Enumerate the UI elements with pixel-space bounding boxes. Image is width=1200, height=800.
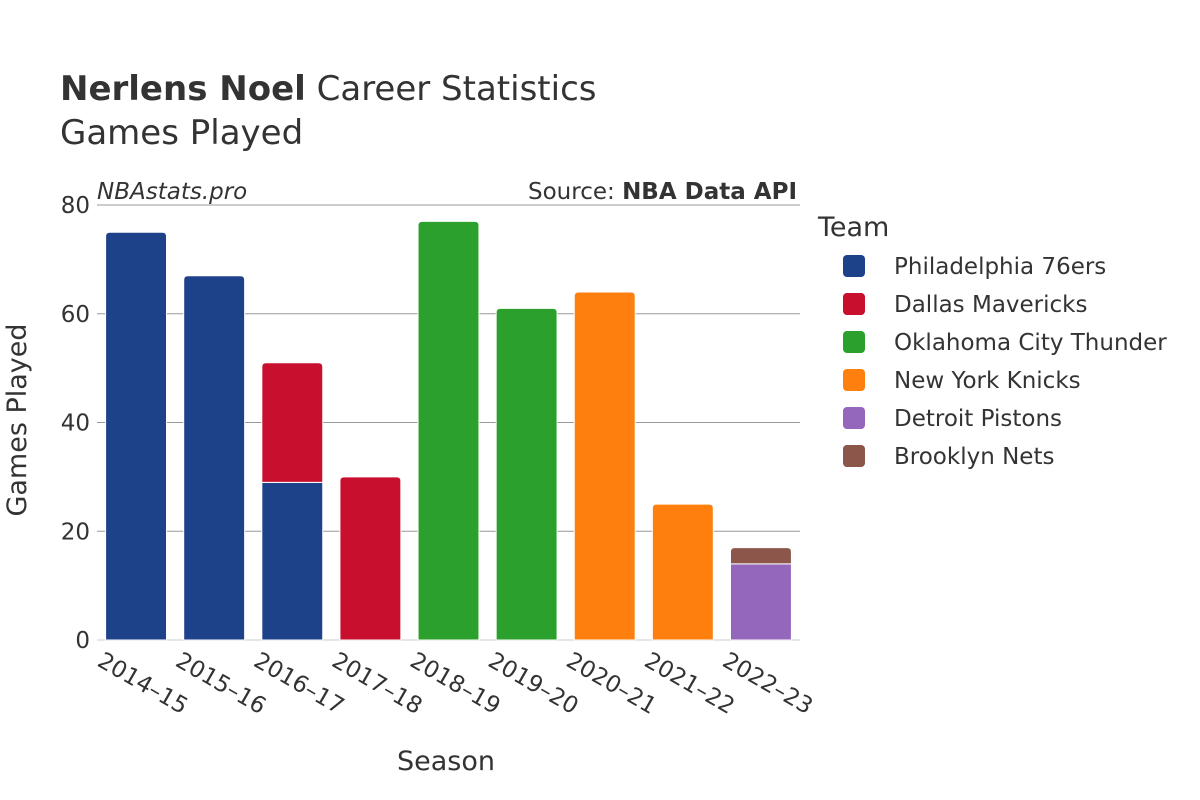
legend-swatch bbox=[843, 369, 865, 391]
legend-title: Team bbox=[817, 212, 889, 243]
y-tick-label: 80 bbox=[61, 193, 90, 219]
legend-item[interactable]: Philadelphia 76ers bbox=[843, 254, 1106, 280]
legend-swatch bbox=[843, 255, 865, 277]
legend-swatch bbox=[843, 331, 865, 353]
legend-item[interactable]: Brooklyn Nets bbox=[843, 444, 1054, 470]
source-text: Source: NBA Data API bbox=[528, 179, 797, 205]
legend-label: New York Knicks bbox=[894, 368, 1081, 394]
legend-item[interactable]: Dallas Mavericks bbox=[843, 292, 1087, 318]
legend-label: Philadelphia 76ers bbox=[894, 254, 1106, 280]
bars-group bbox=[105, 220, 792, 641]
bar-2019–20-oklahoma-city-thunder[interactable] bbox=[495, 307, 558, 641]
legend[interactable]: Philadelphia 76ers Dallas Mavericks Oklaho… bbox=[843, 254, 1167, 470]
chart-subtitle: Games Played bbox=[60, 113, 303, 153]
legend-label: Detroit Pistons bbox=[894, 406, 1062, 432]
chart-title: Nerlens Noel Career Statistics bbox=[60, 69, 596, 109]
y-axis-title: Games Played bbox=[2, 323, 33, 516]
bar-2015–16-philadelphia-76ers[interactable] bbox=[183, 275, 246, 641]
legend-label: Brooklyn Nets bbox=[894, 444, 1054, 470]
legend-label: Dallas Mavericks bbox=[894, 292, 1087, 318]
bar-2014–15-philadelphia-76ers[interactable] bbox=[105, 231, 168, 641]
bar-2016–17-dallas-mavericks[interactable] bbox=[261, 362, 324, 483]
bar-2017–18-dallas-mavericks[interactable] bbox=[339, 476, 402, 641]
x-axis-title: Season bbox=[397, 746, 495, 777]
source-name: NBA Data API bbox=[622, 179, 797, 205]
legend-swatch bbox=[843, 293, 865, 315]
legend-item[interactable]: New York Knicks bbox=[843, 368, 1081, 394]
x-axis-ticks: 2014–152015–162016–172017–182018–192019–… bbox=[93, 648, 817, 720]
legend-swatch bbox=[843, 445, 865, 467]
legend-item[interactable]: Oklahoma City Thunder bbox=[843, 330, 1167, 356]
legend-label: Oklahoma City Thunder bbox=[894, 330, 1167, 356]
y-tick-label: 20 bbox=[61, 519, 90, 545]
y-tick-label: 60 bbox=[61, 302, 90, 328]
bar-2022–23-detroit-pistons[interactable] bbox=[729, 563, 792, 641]
bar-2020–21-new-york-knicks[interactable] bbox=[573, 291, 636, 641]
source-prefix: Source: bbox=[528, 179, 622, 205]
legend-swatch bbox=[843, 407, 865, 429]
bar-2021–22-new-york-knicks[interactable] bbox=[651, 503, 714, 641]
chart-title-player: Nerlens Noel bbox=[60, 69, 306, 109]
bar-2016–17-philadelphia-76ers[interactable] bbox=[261, 481, 324, 641]
y-tick-label: 0 bbox=[75, 628, 90, 654]
chart-title-rest: Career Statistics bbox=[306, 69, 597, 109]
x-tick-label: 2022–23 bbox=[718, 648, 817, 720]
legend-item[interactable]: Detroit Pistons bbox=[843, 406, 1062, 432]
watermark-text: NBAstats.pro bbox=[97, 179, 247, 205]
y-axis-ticks: 0 20 40 60 80 bbox=[61, 193, 90, 654]
bar-2022–23-brooklyn-nets[interactable] bbox=[729, 547, 792, 565]
y-tick-label: 40 bbox=[61, 411, 90, 437]
bar-2018–19-oklahoma-city-thunder[interactable] bbox=[417, 220, 480, 641]
